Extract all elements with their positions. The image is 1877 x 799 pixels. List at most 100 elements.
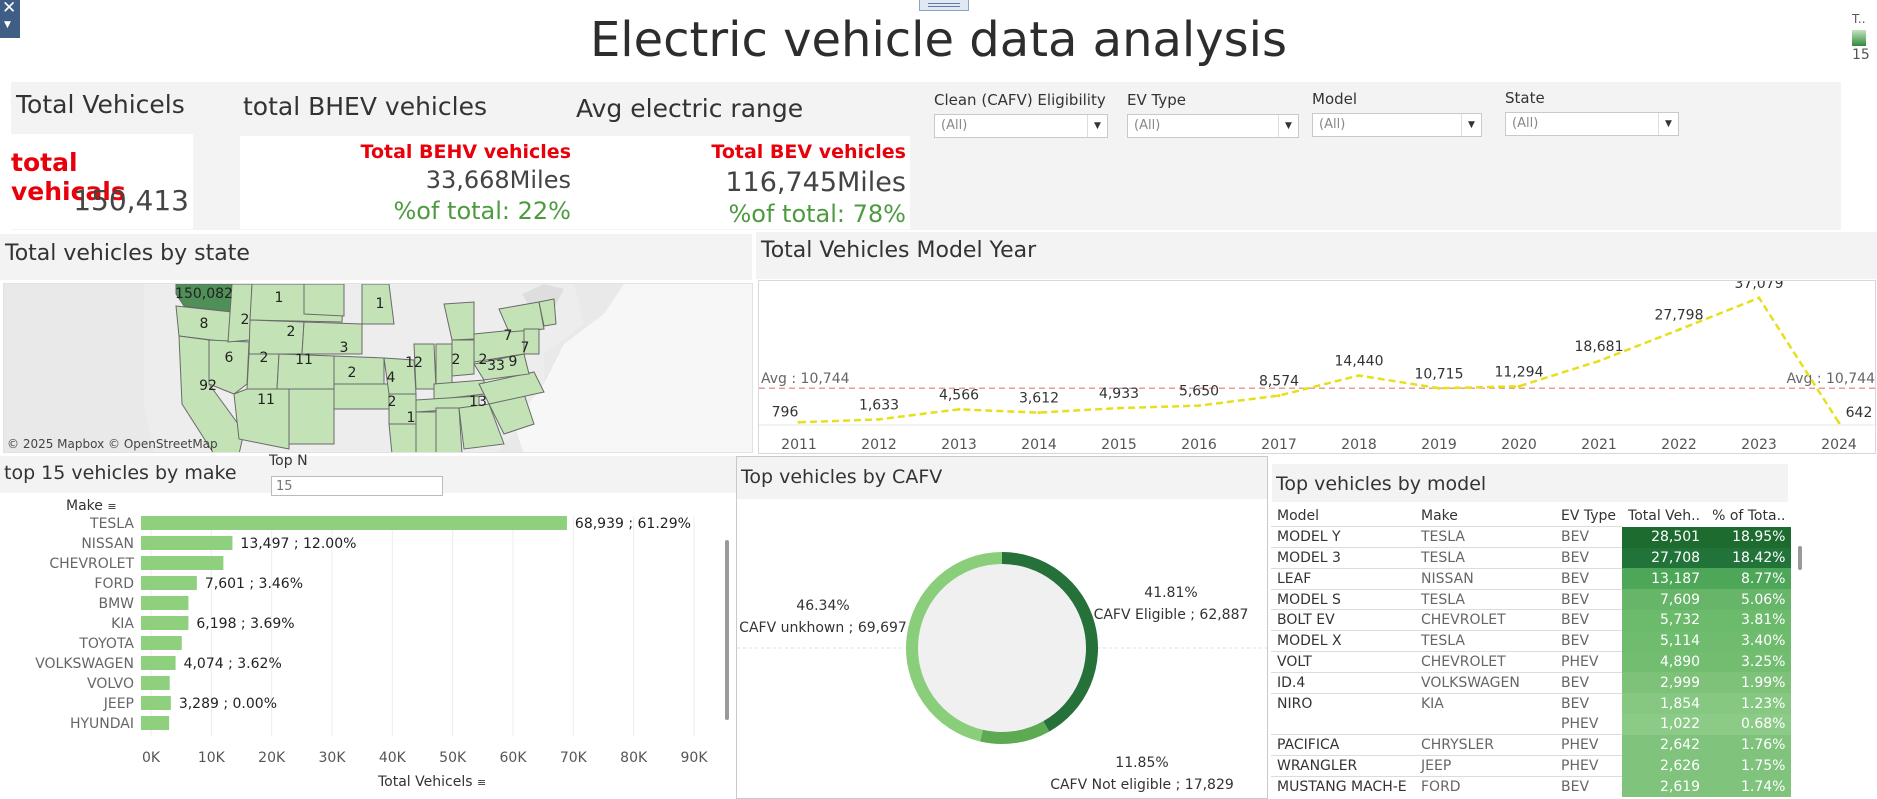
state-mississippi (415, 411, 437, 452)
map-label-mo: 4 (387, 370, 396, 386)
col-make-header[interactable]: Make (1421, 508, 1458, 525)
table-row[interactable]: LEAF NISSAN BEV 13,187 8.77% (1271, 567, 1792, 590)
chevron-down-icon[interactable]: ▼ (1461, 114, 1481, 136)
filter-model: Model (All) ▼ (1312, 90, 1487, 137)
cell-make: FORD (1415, 775, 1555, 798)
chevron-down-icon[interactable]: ▼ (1278, 115, 1298, 137)
legend-title: T.. (1852, 12, 1866, 26)
table-row[interactable]: NIRO KIA BEV 1,854 1.23% (1271, 692, 1792, 714)
x-tick-label: 2013 (941, 437, 977, 453)
state-new-mexico (288, 388, 335, 445)
table-row[interactable]: MODEL 3 TESLA BEV 27,708 18.42% (1271, 547, 1792, 569)
x-tick-label: 2022 (1661, 437, 1697, 453)
model-year-header (756, 232, 1877, 279)
cafv-donut-chart[interactable]: 41.81% CAFV Eligible ; 62,887 11.85% CAFV N… (737, 502, 1267, 798)
bar (141, 616, 189, 630)
filter-evtype-select[interactable]: (All) ▼ (1127, 114, 1299, 138)
sort-icon[interactable]: ≡ (476, 776, 487, 789)
x-tick-label: 2020 (1501, 437, 1537, 453)
model-year-chart[interactable]: Avg : 10,744 Avg : 10,744 796 2011 1,633 2012… (758, 276, 1877, 454)
table-row[interactable]: ID.4 VOLKSWAGEN BEV 2,999 1.99% (1271, 671, 1792, 694)
x-tick-label: 2019 (1421, 437, 1457, 453)
x-tick-label: 40K (379, 750, 407, 766)
map-label-ut: 2 (260, 350, 269, 366)
close-icon[interactable]: ✕ (2, 0, 17, 18)
cell-model: MUSTANG MACH-E (1271, 775, 1415, 798)
bar-value-label: 13,497 ; 12.00% (240, 536, 356, 552)
kpi-total-label: total vehicals (11, 148, 126, 206)
line-point (957, 407, 961, 411)
table-row[interactable]: BOLT EV CHEVROLET BEV 5,732 3.81% (1271, 609, 1792, 631)
map-label-or: 8 (200, 316, 209, 332)
make-column-header[interactable]: Make ≡ (66, 498, 117, 514)
filter-cafv-select[interactable]: (All) ▼ (934, 114, 1108, 138)
model-table: Model Make EV Type Total Veh.. % of Tota… (1271, 506, 1793, 799)
x-tick-label: 0K (142, 750, 161, 766)
table-row[interactable]: MUSTANG MACH-E FORD BEV 2,619 1.74% (1271, 775, 1792, 798)
cell-model: PACIFICA (1271, 734, 1415, 756)
kpi-values-card: Total BEHV vehicles 33,668Miles %of tota… (240, 136, 910, 229)
bar-chart-svg: 0K 10K 20K 30K 40K 50K 60K 70K 80K 90K TESLA 68,939… (35, 516, 708, 766)
line-point (877, 417, 881, 421)
map-label-id: 2 (241, 312, 250, 328)
cell-model: LEAF (1271, 567, 1415, 590)
state-new-jersey (523, 328, 540, 355)
chevron-down-icon[interactable]: ▼ (1658, 113, 1678, 135)
drag-handle[interactable] (919, 0, 969, 11)
cell-total: 13,187 (1622, 568, 1707, 590)
bar (141, 576, 197, 590)
map-title: Total vehicles by state (5, 241, 250, 266)
cell-total: 2,999 (1622, 672, 1707, 694)
map-label-va: 33 (487, 358, 505, 374)
filter-model-select[interactable]: (All) ▼ (1312, 113, 1482, 137)
col-total-header[interactable]: Total Veh.. (1622, 506, 1707, 527)
state-south-dakota (301, 321, 363, 355)
state-map[interactable]: 150,082 1 8 2 1 2 6 92 2 11 3 2 11 4 12 … (3, 283, 753, 453)
filter-state-select[interactable]: (All) ▼ (1505, 112, 1679, 136)
table-row[interactable]: WRANGLER JEEP PHEV 2,626 1.75% (1271, 755, 1792, 777)
x-tick-label: 2017 (1261, 437, 1297, 453)
x-tick-label: 20K (258, 750, 286, 766)
cell-pct: 3.25% (1706, 651, 1792, 673)
make-bar-chart[interactable]: 0K 10K 20K 30K 40K 50K 60K 70K 80K 90K TESLA 68,939… (0, 516, 738, 799)
cell-pct: 0.68% (1706, 713, 1792, 735)
cell-evtype: BEV (1555, 588, 1623, 610)
x-tick-label: 2014 (1021, 437, 1057, 453)
table-row[interactable]: PHEV 1,022 0.68% (1271, 713, 1792, 735)
state-louisiana (388, 423, 420, 452)
line-point (1277, 394, 1281, 398)
cell-pct: 1.76% (1706, 734, 1792, 756)
state-north-dakota (303, 284, 345, 317)
state-nevada (208, 339, 250, 395)
chevron-down-icon[interactable]: ▼ (1087, 115, 1107, 137)
table-row[interactable]: PACIFICA CHRYSLER PHEV 2,642 1.76% (1271, 734, 1792, 756)
make-scrollbar[interactable] (725, 540, 729, 720)
topn-input[interactable] (271, 476, 443, 496)
col-evtype-header[interactable]: EV Type (1561, 508, 1617, 525)
point-label: 11,294 (1495, 364, 1544, 380)
bar-category-label: CHEVROLET (49, 556, 134, 572)
model-table-scrollbar[interactable] (1798, 546, 1802, 570)
table-row[interactable]: MODEL S TESLA BEV 7,609 5.06% (1271, 588, 1792, 610)
table-row[interactable]: MODEL X TESLA BEV 5,114 3.40% (1271, 630, 1792, 652)
chevron-down-icon[interactable]: ▼ (4, 20, 11, 30)
cell-pct: 3.81% (1706, 609, 1792, 631)
cell-pct: 1.74% (1706, 776, 1792, 798)
filter-evtype: EV Type (All) ▼ (1127, 91, 1302, 138)
model-table-title: Top vehicles by model (1276, 473, 1487, 495)
map-label-ma: 7 (521, 340, 530, 356)
make-axis-title-text: Total Vehicels (378, 774, 473, 790)
sort-icon[interactable]: ≡ (107, 500, 117, 513)
make-axis-title: Total Vehicels ≡ (378, 774, 486, 790)
col-model-header[interactable]: Model (1277, 508, 1320, 525)
series-line (798, 296, 1841, 424)
table-row[interactable]: MODEL Y TESLA BEV 28,501 18.95% (1271, 526, 1792, 548)
filter-cafv-label: Clean (CAFV) Eligibility (934, 91, 1106, 109)
point-label: 1,633 (859, 397, 899, 413)
sidebar-toggle-button[interactable]: ✕ ▼ (0, 0, 20, 38)
cell-evtype: BEV (1555, 630, 1623, 652)
kpi-bhev-pct: %of total: 22% (393, 197, 571, 225)
cell-model: VOLT (1271, 651, 1415, 673)
table-row[interactable]: VOLT CHEVROLET PHEV 4,890 3.25% (1271, 651, 1792, 673)
col-pct-header[interactable]: % of Tota.. (1706, 506, 1792, 527)
